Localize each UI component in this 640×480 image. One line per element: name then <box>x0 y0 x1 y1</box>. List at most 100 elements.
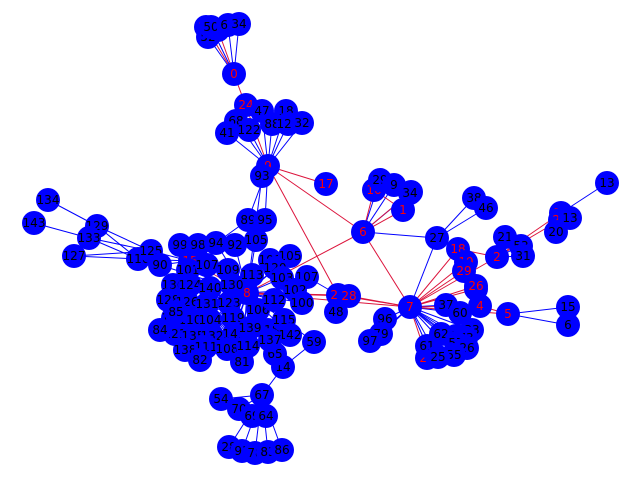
graph-node: 31 <box>511 244 535 268</box>
node-circle <box>244 228 268 252</box>
node-circle <box>270 438 294 462</box>
node-circle <box>77 226 101 250</box>
node-circle <box>290 111 314 135</box>
graph-node: 6 <box>556 313 580 337</box>
node-circle <box>468 294 492 318</box>
node-circle <box>485 245 509 269</box>
node-circle <box>186 233 210 257</box>
node-label: 27 <box>429 231 444 245</box>
node-label: 113 <box>241 268 264 282</box>
node-label: 82 <box>192 353 207 367</box>
node-circle <box>314 172 338 196</box>
node-label: 107 <box>196 258 219 272</box>
node-circle <box>595 171 619 195</box>
graph-node: 94 <box>204 231 228 255</box>
graph-node: 85 <box>164 300 188 324</box>
graph-node: 99 <box>168 233 192 257</box>
node-label: 4 <box>476 299 484 313</box>
node-circle <box>558 206 582 230</box>
node-label: 133 <box>78 231 101 245</box>
node-circle <box>188 348 212 372</box>
node-circle <box>250 164 274 188</box>
node-circle <box>556 295 580 319</box>
node-label: 124 <box>179 278 202 292</box>
graph-node: 32 <box>290 111 314 135</box>
node-label: 97 <box>362 334 377 348</box>
graph-node: 34 <box>398 181 422 205</box>
node-label: 67 <box>254 388 269 402</box>
node-circle <box>351 220 375 244</box>
node-label: 89 <box>240 213 255 227</box>
node-label: 31 <box>515 249 530 263</box>
node-label: 119 <box>222 311 245 325</box>
node-label: 6 <box>359 225 367 239</box>
node-circle <box>337 284 361 308</box>
node-label: 142 <box>279 328 302 342</box>
graph-node: 84 <box>148 318 172 342</box>
node-label: 130 <box>221 278 244 292</box>
node-label: 13 <box>599 176 614 190</box>
graph-node: 113 <box>240 263 264 287</box>
node-label: 98 <box>190 238 205 252</box>
node-label: 108 <box>216 342 239 356</box>
graph-node: 142 <box>278 323 302 347</box>
node-label: 127 <box>63 249 86 263</box>
hub-edge-13 <box>409 248 459 308</box>
node-label: 94 <box>208 236 223 250</box>
graph-node: 13 <box>595 171 619 195</box>
node-label: 100 <box>291 296 314 310</box>
node-circle <box>398 181 422 205</box>
graph-node: 105 <box>244 228 268 252</box>
node-circle <box>168 233 192 257</box>
node-circle <box>36 188 60 212</box>
node-label: 34 <box>231 17 246 31</box>
graph-node: 134 <box>36 188 60 212</box>
node-label: 143 <box>23 216 46 230</box>
node-label: 85 <box>168 305 183 319</box>
node-label: 62 <box>433 327 448 341</box>
node-label: 21 <box>497 230 512 244</box>
node-circle <box>474 196 498 220</box>
graph-node: 81 <box>230 350 254 374</box>
graph-node: 17 <box>314 172 338 196</box>
node-circle <box>324 300 348 324</box>
node-label: 122 <box>238 123 261 137</box>
node-label: 15 <box>560 300 575 314</box>
node-label: 28 <box>341 289 356 303</box>
node-circle <box>278 323 302 347</box>
node-label: 55 <box>446 348 461 362</box>
graph-node: 25 <box>426 345 450 369</box>
node-label: 114 <box>237 339 260 353</box>
node-label: 140 <box>199 281 222 295</box>
graph-node: 27 <box>425 226 449 250</box>
node-label: 139 <box>239 321 262 335</box>
hub-edge-7 <box>246 231 364 294</box>
graph-node: 67 <box>250 383 274 407</box>
graph-node: 15 <box>556 295 580 319</box>
hub-edge-5 <box>267 165 339 296</box>
node-label: 95 <box>257 213 272 227</box>
node-label: 34 <box>402 186 417 200</box>
node-circle <box>250 383 274 407</box>
hub-edge-3 <box>267 165 364 233</box>
node-label: 54 <box>213 392 228 406</box>
node-circle <box>426 345 450 369</box>
node-label: 60 <box>452 306 467 320</box>
node-circle <box>425 226 449 250</box>
node-label: 90 <box>152 258 167 272</box>
graph-node: 112 <box>262 288 286 312</box>
node-label: 92 <box>227 238 242 252</box>
graph-node: 89 <box>236 208 260 232</box>
node-label: 48 <box>328 305 343 319</box>
node-circle <box>452 259 476 283</box>
node-label: 137 <box>259 333 282 347</box>
node-circle <box>195 253 219 277</box>
graph-node: 97 <box>358 329 382 353</box>
node-circle <box>220 273 244 297</box>
node-label: 2 <box>493 250 501 264</box>
node-label: 41 <box>219 126 234 140</box>
graph-node: 100 <box>290 291 314 315</box>
node-label: 88 <box>264 117 279 131</box>
graph-node: 122 <box>237 118 261 142</box>
